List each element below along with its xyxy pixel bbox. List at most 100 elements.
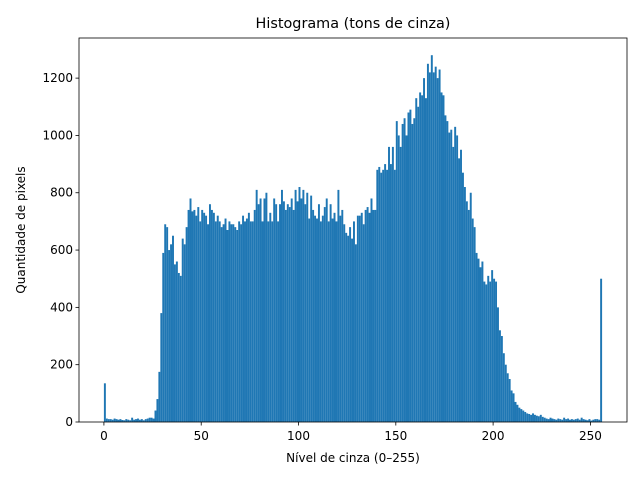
bar bbox=[197, 207, 200, 422]
bar bbox=[426, 63, 429, 422]
bar bbox=[290, 198, 293, 422]
bar bbox=[469, 192, 472, 422]
bar bbox=[580, 417, 583, 422]
bar bbox=[407, 112, 410, 423]
bar bbox=[245, 218, 248, 422]
bar bbox=[502, 353, 505, 422]
bar bbox=[395, 121, 398, 422]
bar bbox=[403, 118, 406, 423]
bar bbox=[347, 235, 350, 422]
bar bbox=[279, 204, 281, 422]
bar bbox=[286, 204, 289, 422]
bar bbox=[555, 419, 558, 422]
bar bbox=[325, 198, 328, 422]
bar bbox=[240, 224, 243, 422]
bar bbox=[549, 417, 552, 422]
bar bbox=[539, 414, 542, 422]
bar bbox=[500, 336, 503, 422]
bar bbox=[512, 393, 515, 422]
bar bbox=[135, 419, 137, 422]
bar bbox=[331, 218, 334, 422]
bar bbox=[399, 146, 402, 423]
bar bbox=[584, 419, 587, 422]
bar bbox=[493, 278, 496, 422]
bar bbox=[417, 106, 420, 422]
bar bbox=[323, 207, 326, 422]
bar bbox=[567, 418, 570, 422]
bar bbox=[343, 224, 346, 422]
bar bbox=[533, 414, 536, 422]
bar bbox=[372, 209, 375, 422]
bar bbox=[586, 420, 589, 422]
bar bbox=[432, 72, 435, 422]
bar bbox=[292, 209, 295, 422]
bar bbox=[360, 212, 363, 422]
bar bbox=[547, 419, 550, 422]
bar bbox=[242, 215, 245, 422]
bar bbox=[222, 224, 225, 422]
bar bbox=[148, 417, 151, 422]
bar bbox=[364, 209, 367, 422]
bar bbox=[236, 230, 239, 422]
bar bbox=[327, 221, 330, 422]
bar bbox=[570, 419, 573, 422]
bar bbox=[199, 221, 202, 422]
bar bbox=[405, 135, 408, 422]
bar bbox=[376, 169, 379, 422]
bar bbox=[543, 417, 546, 422]
bar bbox=[473, 227, 476, 422]
bar bbox=[296, 201, 299, 422]
bar bbox=[247, 212, 250, 422]
bar bbox=[368, 212, 371, 422]
bar bbox=[506, 373, 509, 422]
bar bbox=[411, 123, 414, 422]
y-axis-label: Quantidade de pixels bbox=[14, 166, 28, 293]
bar bbox=[304, 204, 307, 422]
x-tick-label: 150 bbox=[384, 429, 407, 443]
bar bbox=[302, 189, 305, 422]
bar bbox=[214, 221, 217, 422]
bar bbox=[230, 224, 233, 422]
bar bbox=[423, 78, 426, 423]
bar bbox=[244, 221, 246, 422]
bar bbox=[393, 169, 396, 422]
bar bbox=[251, 221, 254, 422]
bar bbox=[497, 307, 499, 422]
bar bbox=[518, 407, 521, 422]
bar bbox=[140, 419, 143, 422]
bar bbox=[119, 419, 122, 422]
y-tick-label: 0 bbox=[65, 415, 73, 429]
bar bbox=[388, 146, 390, 423]
bar bbox=[489, 281, 492, 422]
bar bbox=[596, 419, 599, 422]
bar bbox=[351, 238, 353, 422]
bar bbox=[142, 420, 145, 422]
bar bbox=[485, 284, 488, 422]
bar bbox=[358, 215, 361, 422]
bar bbox=[545, 418, 548, 422]
bar bbox=[397, 135, 400, 422]
bar bbox=[535, 415, 538, 422]
y-tick-label: 400 bbox=[50, 300, 73, 314]
bar bbox=[255, 189, 258, 422]
bar bbox=[123, 420, 126, 422]
bar bbox=[563, 417, 566, 422]
bar bbox=[438, 69, 441, 422]
bar bbox=[349, 227, 352, 422]
bar bbox=[201, 209, 204, 422]
x-axis-label: Nível de cinza (0–255) bbox=[286, 451, 420, 465]
bar bbox=[339, 215, 342, 422]
bar bbox=[125, 419, 128, 422]
bar bbox=[300, 198, 303, 422]
bar bbox=[136, 418, 139, 422]
bar bbox=[321, 215, 324, 422]
bar bbox=[158, 371, 161, 422]
plot-frame bbox=[78, 37, 628, 423]
bar bbox=[419, 92, 422, 423]
bar bbox=[195, 215, 198, 422]
bar bbox=[572, 419, 575, 422]
bar bbox=[440, 92, 443, 423]
bar bbox=[600, 278, 603, 422]
bar bbox=[205, 215, 208, 422]
bar bbox=[133, 419, 136, 422]
